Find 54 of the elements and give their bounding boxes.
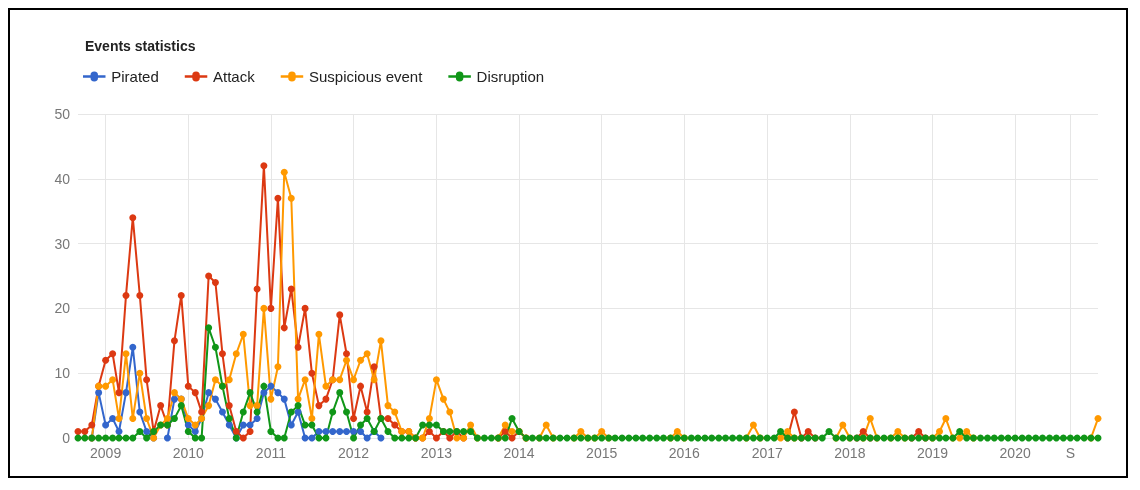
x-tick-label: 2017 [751,445,783,461]
point [191,428,199,436]
point [143,428,151,436]
point [115,428,123,436]
x-tick-label: 2015 [586,445,618,461]
point [336,428,344,436]
x-tick-label: 2013 [420,445,453,461]
y-tick-label: 50 [54,106,71,122]
point [357,428,365,436]
point [102,421,110,429]
y-tick-label: 20 [54,300,71,317]
x-tick-label: 2009 [90,445,122,461]
point [260,389,268,397]
y-tick-label: 30 [54,235,71,252]
legend-label: Disruption [476,68,545,85]
point [211,395,219,403]
x-tick-label: 2011 [255,445,287,461]
legend-label: Suspicious event [308,68,424,85]
point [239,421,247,429]
legend-label: Attack [213,68,256,85]
point [280,395,288,403]
point [253,415,261,423]
x-tick-label: 2010 [172,445,205,461]
point [129,343,137,351]
point [184,421,192,429]
x-tick-label: 2014 [503,445,535,461]
point [274,389,282,397]
point [218,408,226,416]
point [205,389,213,397]
x-tick-label: 2012 [337,445,370,461]
point [329,428,337,436]
point [343,428,351,436]
point [315,428,323,436]
point [136,408,144,416]
x-tick-label: 2018 [834,445,866,461]
point [109,415,117,423]
x-tick-label: 2016 [668,445,701,461]
x-tick-label: 2020 [999,445,1031,461]
point [163,434,171,442]
y-tick-label: 40 [54,170,71,187]
point [225,421,233,429]
point [287,421,295,429]
point [267,382,275,390]
y-tick-label: 0 [62,430,71,446]
point [322,428,330,436]
point [170,395,178,403]
legend-label: Pirated [111,68,159,85]
x-tick-label: S [1065,445,1076,461]
point [95,389,103,397]
chart-title: Events statistics [85,38,196,54]
point [122,389,130,397]
y-tick-label: 10 [54,365,71,382]
point [350,428,358,436]
x-tick-label: 2019 [916,445,949,461]
